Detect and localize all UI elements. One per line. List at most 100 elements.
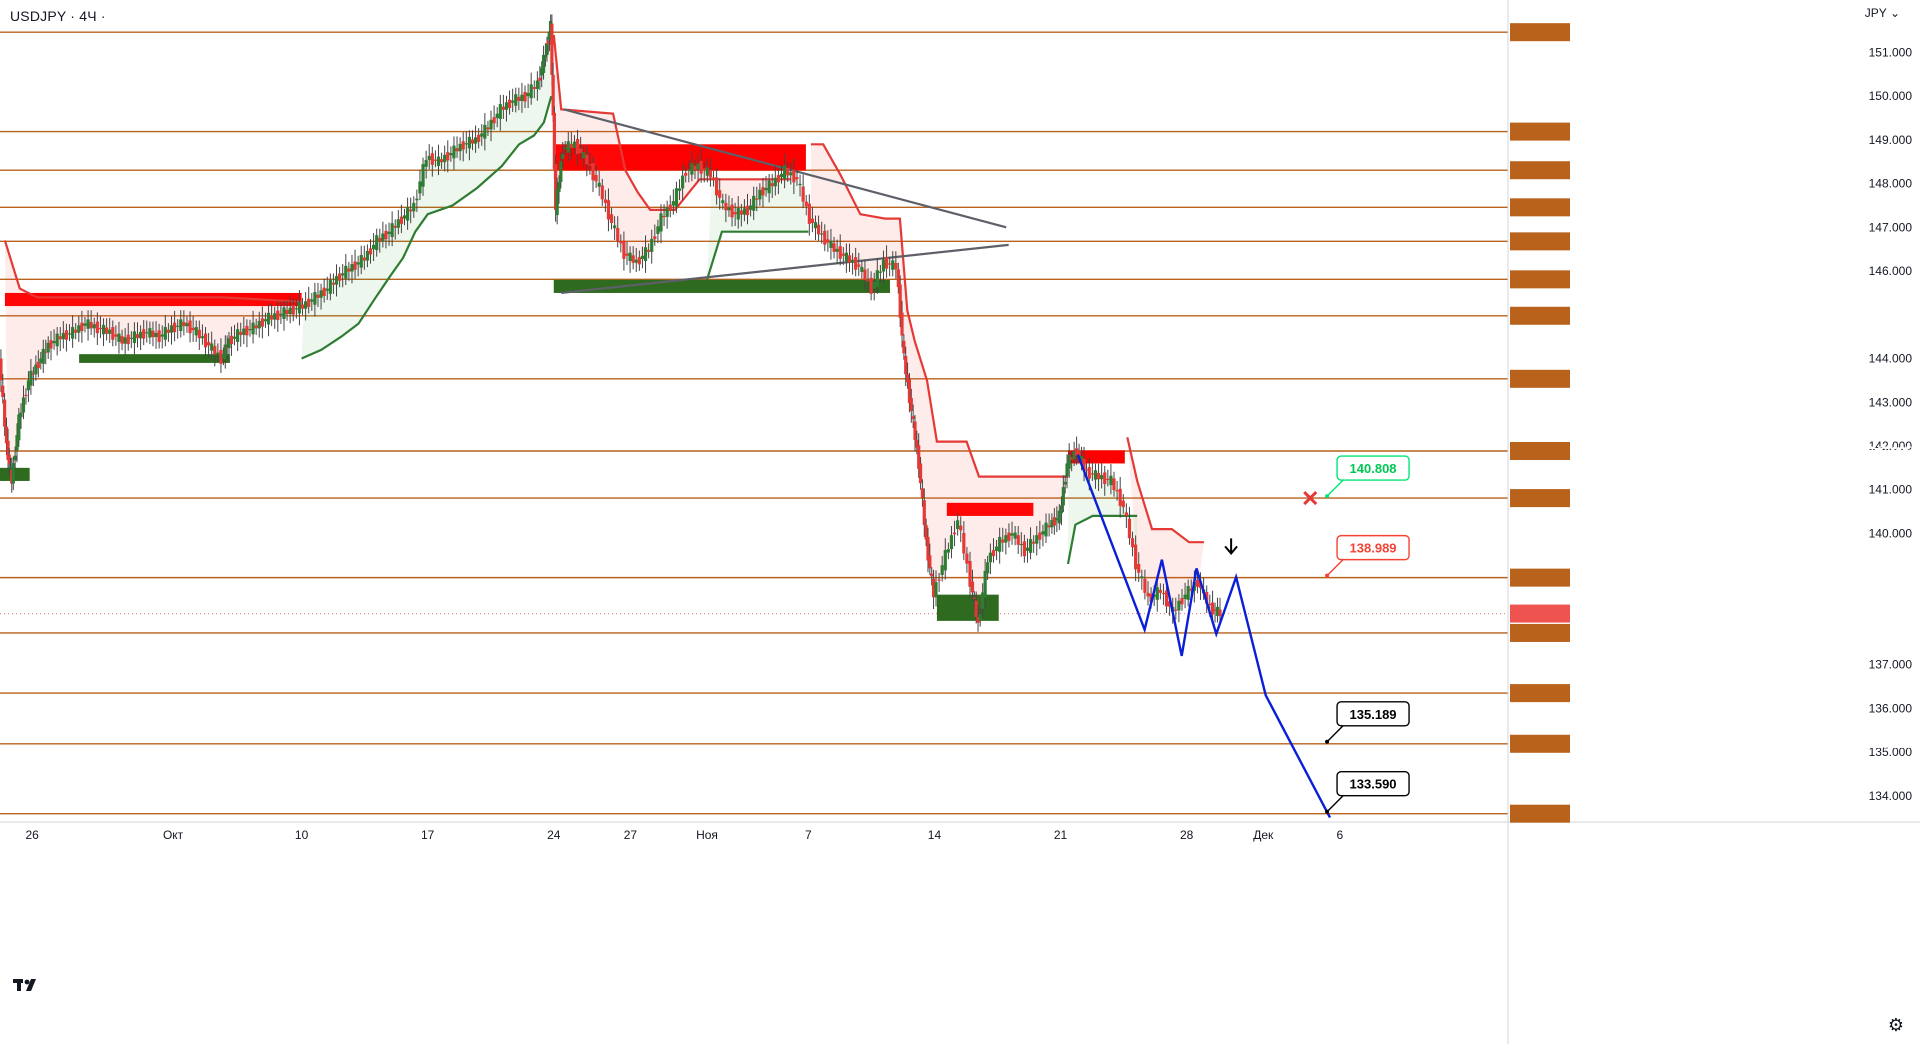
candle-body bbox=[970, 581, 975, 593]
candle-body bbox=[742, 208, 747, 215]
price-tick-label: 142.000 bbox=[1869, 439, 1913, 453]
candle-body bbox=[869, 277, 873, 294]
candle-body bbox=[11, 463, 15, 484]
candle-body bbox=[1070, 457, 1074, 460]
candle-body bbox=[758, 189, 762, 200]
candle-body bbox=[1168, 601, 1172, 607]
supertrend-down-line bbox=[1126, 436, 1204, 544]
callout-box bbox=[1336, 455, 1410, 481]
candle-body bbox=[838, 246, 842, 259]
candle-body bbox=[555, 189, 559, 216]
candle-body bbox=[946, 549, 950, 553]
candle-body bbox=[696, 163, 700, 170]
candle-body bbox=[745, 205, 750, 216]
candle-body bbox=[730, 204, 734, 218]
price-series bbox=[0, 14, 1222, 632]
gear-icon[interactable]: ⚙ bbox=[1887, 1015, 1904, 1035]
candle-body bbox=[820, 233, 824, 235]
candle-body bbox=[988, 552, 992, 563]
candle-body bbox=[67, 333, 72, 335]
demand-zone bbox=[936, 594, 999, 621]
candle-body bbox=[439, 159, 444, 163]
candle-body bbox=[561, 153, 565, 159]
candle-body bbox=[1208, 603, 1212, 606]
candle-body bbox=[918, 463, 923, 484]
candle-body bbox=[681, 175, 685, 189]
candle-body bbox=[749, 205, 753, 210]
candle-body bbox=[625, 253, 629, 256]
candle-body bbox=[526, 92, 530, 97]
candle-body bbox=[1146, 592, 1150, 597]
time-tick-label: 28 bbox=[1180, 828, 1194, 842]
candle-body bbox=[1001, 539, 1005, 543]
candle-body bbox=[566, 141, 570, 153]
candle-body bbox=[1052, 517, 1056, 526]
symbol-title[interactable]: USDJPY · 4Ч · bbox=[10, 8, 106, 24]
candle-body bbox=[316, 294, 320, 298]
candle-body bbox=[29, 370, 33, 386]
candle-body bbox=[968, 560, 972, 587]
candle-body bbox=[619, 240, 623, 244]
level-price-label: 149.190 bbox=[1869, 125, 1913, 139]
candle-body bbox=[449, 153, 453, 156]
candle-body bbox=[699, 160, 703, 174]
candle-body bbox=[436, 156, 441, 166]
callout-label: 135.189 bbox=[1350, 707, 1397, 722]
candle-body bbox=[801, 186, 805, 202]
level-price-tag bbox=[1510, 568, 1570, 587]
candle-body bbox=[242, 328, 246, 335]
candle-body bbox=[937, 579, 941, 581]
downtrend-fill bbox=[1127, 437, 1204, 613]
candle-body bbox=[552, 112, 556, 170]
candle-body bbox=[71, 327, 75, 339]
candle-body bbox=[662, 215, 666, 218]
candle-body bbox=[782, 165, 787, 180]
candle-body bbox=[495, 113, 499, 119]
candle-body bbox=[86, 319, 90, 329]
candle-body bbox=[585, 154, 589, 165]
candle-body bbox=[368, 248, 373, 255]
candle-body bbox=[430, 153, 434, 165]
candle-body bbox=[399, 216, 404, 224]
candle-body bbox=[634, 259, 638, 263]
candle-body bbox=[656, 226, 660, 234]
callout-connector bbox=[1326, 559, 1344, 577]
candle-body bbox=[1137, 564, 1141, 573]
candle-body bbox=[826, 239, 830, 243]
candle-body bbox=[223, 344, 227, 360]
level-price-tag bbox=[1510, 489, 1570, 508]
tradingview-logo-icon[interactable] bbox=[12, 975, 42, 995]
candle-body bbox=[792, 169, 796, 183]
candle-body bbox=[19, 412, 23, 418]
candle-body bbox=[169, 325, 174, 333]
time-tick-label: Дек bbox=[1253, 828, 1274, 842]
price-tick-label: 134.000 bbox=[1869, 789, 1913, 803]
candle-body bbox=[1065, 463, 1069, 477]
candle-body bbox=[972, 597, 976, 599]
candle-body bbox=[902, 340, 906, 354]
candle-body bbox=[381, 233, 385, 241]
markers bbox=[1224, 491, 1318, 555]
candle-body bbox=[922, 500, 926, 526]
candle-body bbox=[353, 261, 357, 270]
price-tick-label: 141.000 bbox=[1869, 483, 1913, 497]
supertrend-up-line bbox=[301, 95, 553, 360]
candle-body bbox=[273, 313, 277, 320]
candle-body bbox=[1121, 500, 1125, 508]
price-tick-label: 144.000 bbox=[1869, 352, 1913, 366]
candle-body bbox=[600, 185, 604, 200]
candle-body bbox=[1090, 473, 1094, 475]
candle-body bbox=[559, 161, 563, 182]
candle-body bbox=[1010, 533, 1014, 536]
candle-body bbox=[393, 225, 397, 228]
candle-body bbox=[1124, 512, 1128, 517]
candle-body bbox=[668, 204, 672, 211]
candle-body bbox=[665, 207, 669, 217]
candle-body bbox=[1164, 590, 1169, 607]
level-price-label: 143.536 bbox=[1869, 372, 1913, 386]
candle-body bbox=[194, 327, 198, 336]
currency-menu[interactable]: JPY ⌄ bbox=[1865, 6, 1900, 20]
price-tick-label: 140.000 bbox=[1869, 526, 1913, 540]
